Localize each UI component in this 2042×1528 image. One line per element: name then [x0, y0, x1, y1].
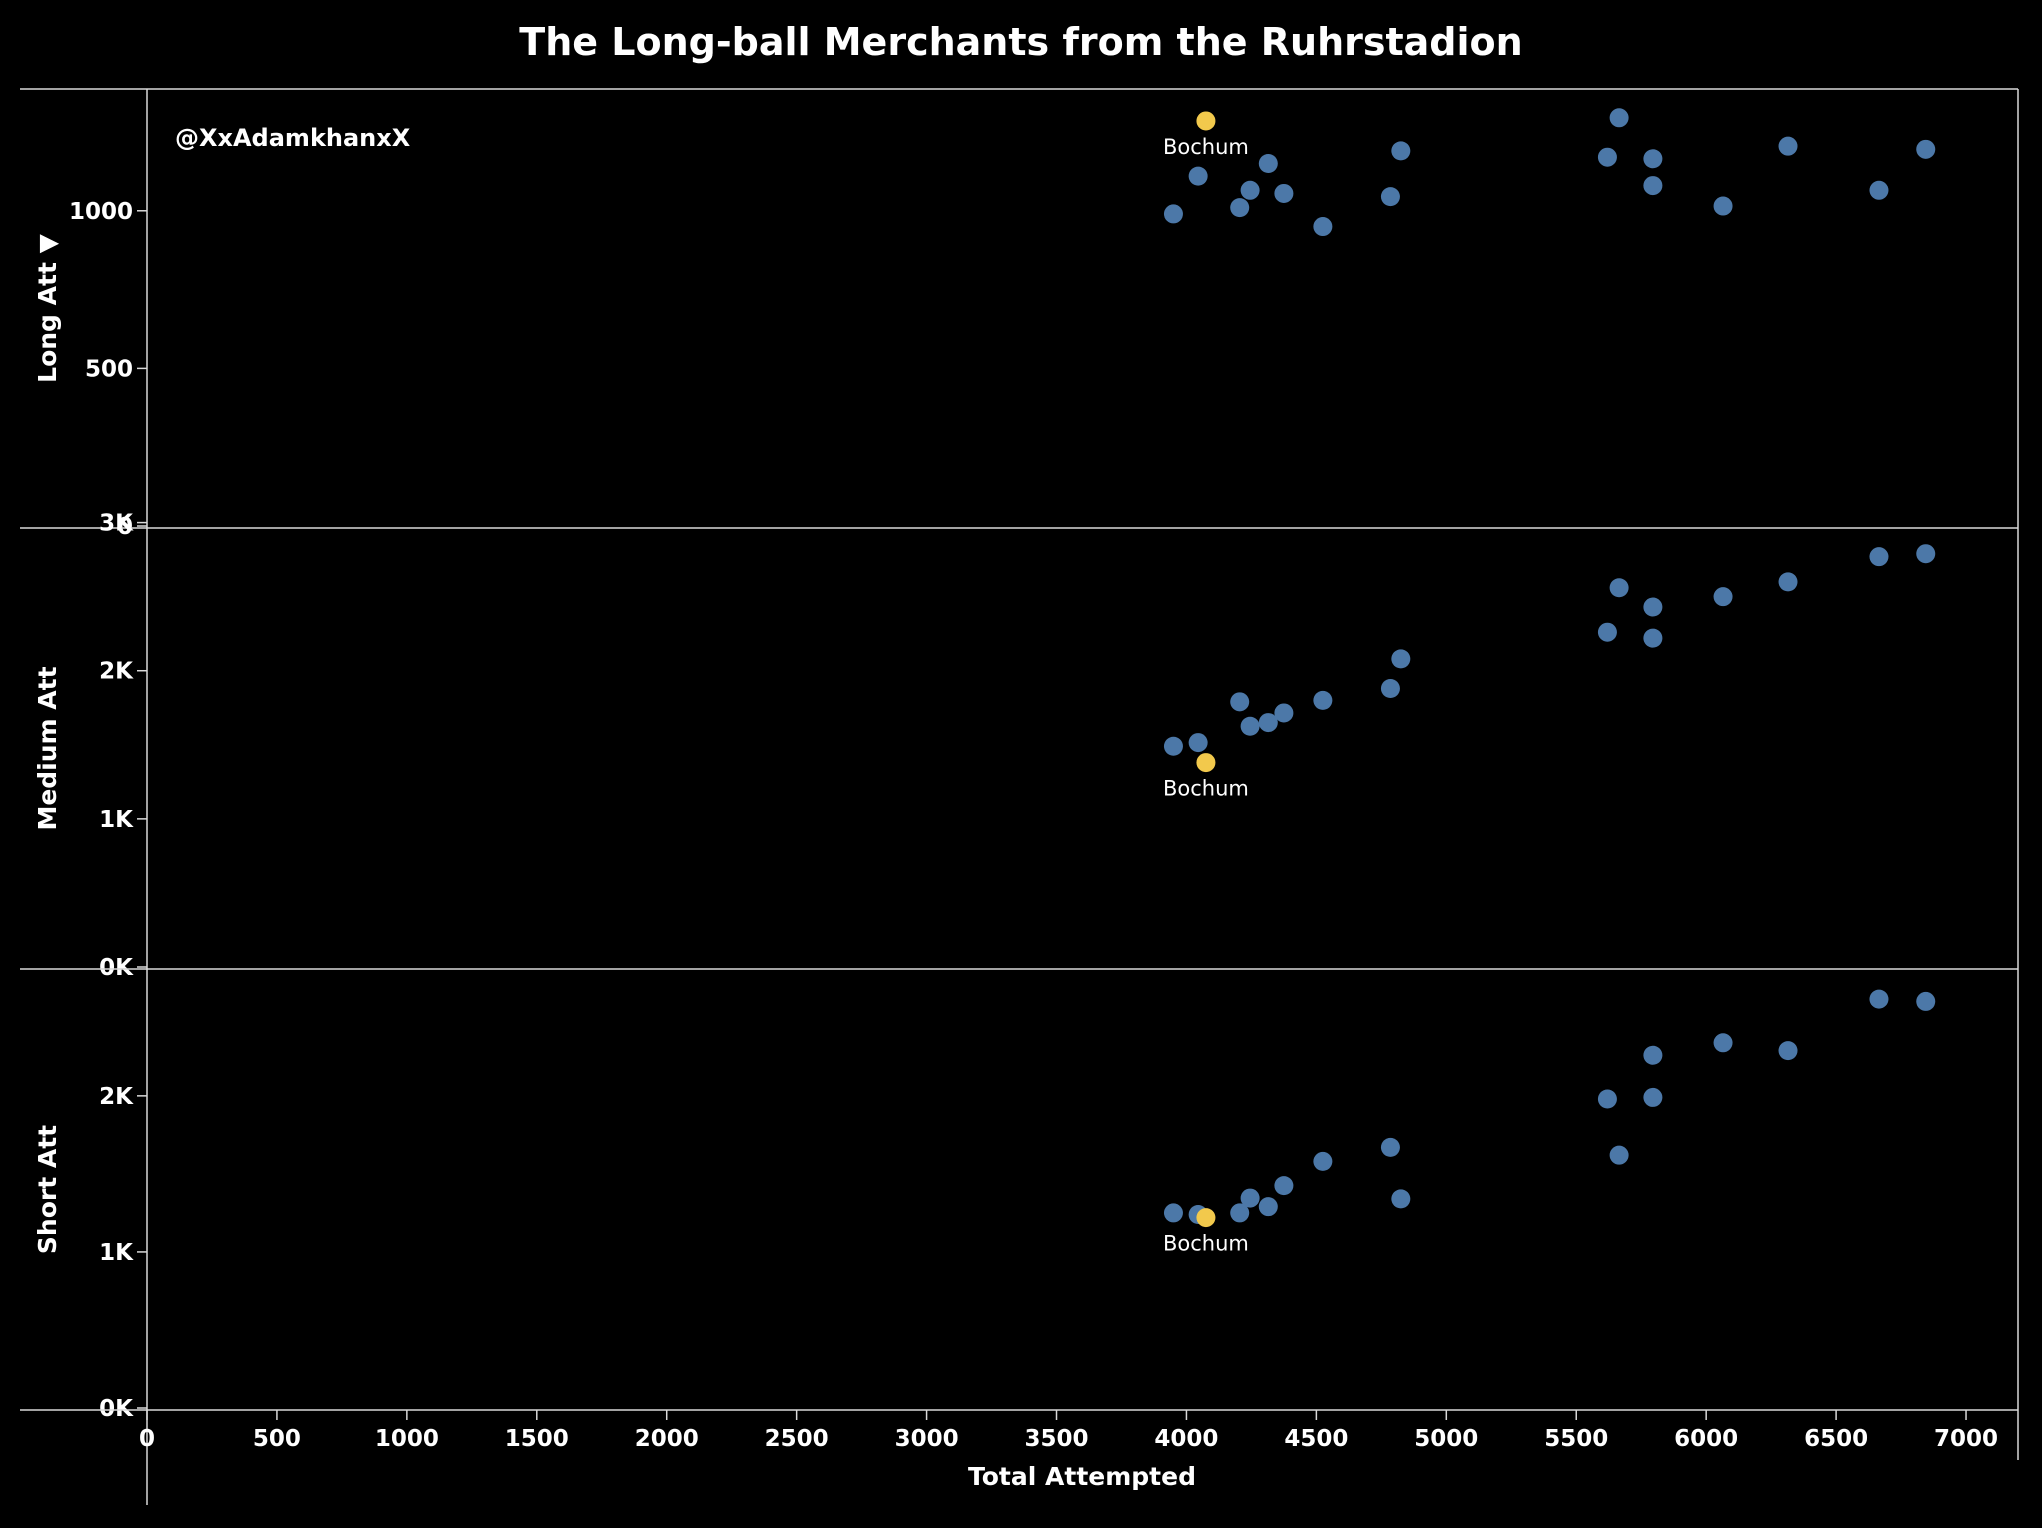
data-point	[1391, 1189, 1411, 1209]
x-tick-label: 500	[253, 1426, 301, 1452]
data-point	[1643, 628, 1663, 648]
x-tick-label: 1000	[375, 1426, 439, 1452]
data-point	[1380, 187, 1400, 207]
highlight-point-label: Bochum	[1163, 135, 1249, 159]
data-point	[1643, 149, 1663, 169]
data-point	[1916, 991, 1936, 1011]
x-tick-label: 3000	[895, 1426, 959, 1452]
data-point	[1916, 544, 1936, 564]
x-tick-label: 0	[139, 1426, 155, 1452]
data-point	[1713, 196, 1733, 216]
data-point	[1188, 166, 1208, 186]
data-point	[1643, 1087, 1663, 1107]
x-tick-label: 6000	[1674, 1426, 1738, 1452]
data-point	[1240, 180, 1260, 200]
data-point	[1274, 183, 1294, 203]
y-tick-label: 3K	[99, 511, 134, 537]
y-axis-title: Long Att ▼	[33, 233, 62, 382]
y-tick-label: 500	[85, 356, 133, 382]
data-point	[1778, 572, 1798, 592]
x-axis-title: Total Attempted	[968, 1462, 1196, 1491]
y-tick-label: 1000	[69, 199, 133, 225]
panel-3: 0K 1K 2K Short Att Bochum	[20, 968, 2019, 1422]
watermark-text: @XxAdamkhanxX	[175, 124, 411, 152]
data-point	[1609, 108, 1629, 128]
x-tick-label: 5000	[1414, 1426, 1478, 1452]
data-point	[1258, 713, 1278, 733]
data-point	[1230, 198, 1250, 218]
highlight-point	[1196, 753, 1216, 773]
highlight-point-label: Bochum	[1163, 777, 1249, 801]
data-point	[1240, 1188, 1260, 1208]
data-point	[1258, 1197, 1278, 1217]
panel-2: 0K 1K 2K 3K Medium Att Bochum	[20, 511, 2019, 981]
data-point	[1274, 703, 1294, 723]
data-point	[1391, 649, 1411, 669]
highlight-point	[1196, 1208, 1216, 1228]
highlight-point-label: Bochum	[1163, 1232, 1249, 1256]
x-axis: 0 500 1000 1500 2000 2500 3000 3500 4000 4500 5000…	[20, 1409, 2019, 1505]
data-point	[1778, 136, 1798, 156]
data-point	[1916, 139, 1936, 159]
data-point	[1643, 1045, 1663, 1065]
data-point	[1380, 679, 1400, 699]
data-point	[1163, 736, 1183, 756]
x-tick-label: 4500	[1284, 1426, 1348, 1452]
data-point	[1869, 989, 1889, 1009]
x-tick-label: 7000	[1934, 1426, 1998, 1452]
x-tick-label: 4000	[1154, 1426, 1218, 1452]
data-point	[1609, 578, 1629, 598]
data-point	[1643, 597, 1663, 617]
x-tick-label: 6500	[1804, 1426, 1868, 1452]
data-point	[1713, 587, 1733, 607]
chart-title: The Long-ball Merchants from the Ruhrsta…	[519, 20, 1522, 64]
y-tick-label: 0	[117, 514, 133, 540]
data-point	[1597, 147, 1617, 167]
y-axis-title: Short Att	[33, 1125, 62, 1254]
data-point	[1597, 622, 1617, 642]
data-point	[1313, 690, 1333, 710]
y-tick-label: 1K	[99, 807, 134, 833]
data-point	[1230, 692, 1250, 712]
panel-1: 0 500 1000 Long Att ▼ Bochum @XxAdamkhanxX	[20, 88, 2019, 540]
data-point	[1380, 1137, 1400, 1157]
data-point	[1163, 204, 1183, 224]
y-tick-label: 0K	[99, 955, 134, 981]
data-point	[1597, 1089, 1617, 1109]
y-tick-label: 2K	[99, 1084, 134, 1110]
data-point	[1391, 141, 1411, 161]
data-point	[1869, 180, 1889, 200]
data-point	[1313, 217, 1333, 237]
data-point	[1230, 1203, 1250, 1223]
y-tick-label: 1K	[99, 1240, 134, 1266]
y-tick-label: 0K	[99, 1396, 134, 1422]
data-point	[1188, 733, 1208, 753]
data-point	[1609, 1145, 1629, 1165]
x-tick-label: 1500	[505, 1426, 569, 1452]
chart-panels: 0 500 1000 Long Att ▼ Bochum @XxAdamkhanxX 0K 1…	[20, 88, 2019, 1422]
data-point	[1713, 1033, 1733, 1053]
y-axis-title: Medium Att	[33, 666, 62, 830]
x-tick-label: 5500	[1544, 1426, 1608, 1452]
highlight-point	[1196, 111, 1216, 131]
data-point	[1163, 1203, 1183, 1223]
data-point	[1258, 154, 1278, 173]
data-point	[1778, 1041, 1798, 1061]
x-tick-label: 2000	[635, 1426, 699, 1452]
data-point	[1869, 547, 1889, 567]
x-tick-label: 2500	[765, 1426, 829, 1452]
data-point	[1240, 716, 1260, 736]
data-point	[1643, 176, 1663, 196]
data-point	[1313, 1151, 1333, 1171]
y-tick-label: 2K	[99, 659, 134, 685]
x-tick-label: 3500	[1025, 1426, 1089, 1452]
data-point	[1274, 1176, 1294, 1196]
